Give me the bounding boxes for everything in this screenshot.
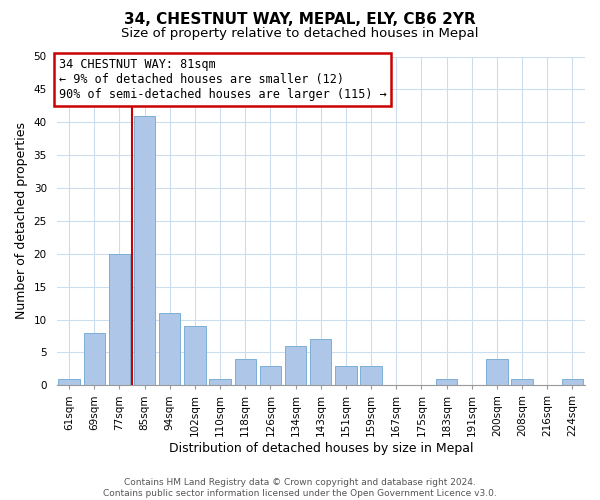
Bar [134,116,155,386]
Bar [285,346,306,386]
Text: 34, CHESTNUT WAY, MEPAL, ELY, CB6 2YR: 34, CHESTNUT WAY, MEPAL, ELY, CB6 2YR [124,12,476,28]
Text: Size of property relative to detached houses in Mepal: Size of property relative to detached ho… [121,28,479,40]
Bar [83,332,105,386]
Bar [310,340,331,386]
Bar [58,378,80,386]
X-axis label: Distribution of detached houses by size in Mepal: Distribution of detached houses by size … [169,442,473,455]
Bar [486,359,508,386]
Bar [209,378,231,386]
Bar [260,366,281,386]
Y-axis label: Number of detached properties: Number of detached properties [15,122,28,320]
Bar [184,326,206,386]
Bar [109,254,130,386]
Bar [235,359,256,386]
Bar [436,378,457,386]
Bar [159,313,181,386]
Text: 34 CHESTNUT WAY: 81sqm
← 9% of detached houses are smaller (12)
90% of semi-deta: 34 CHESTNUT WAY: 81sqm ← 9% of detached … [59,58,386,101]
Bar [361,366,382,386]
Bar [335,366,356,386]
Bar [562,378,583,386]
Bar [511,378,533,386]
Text: Contains HM Land Registry data © Crown copyright and database right 2024.
Contai: Contains HM Land Registry data © Crown c… [103,478,497,498]
